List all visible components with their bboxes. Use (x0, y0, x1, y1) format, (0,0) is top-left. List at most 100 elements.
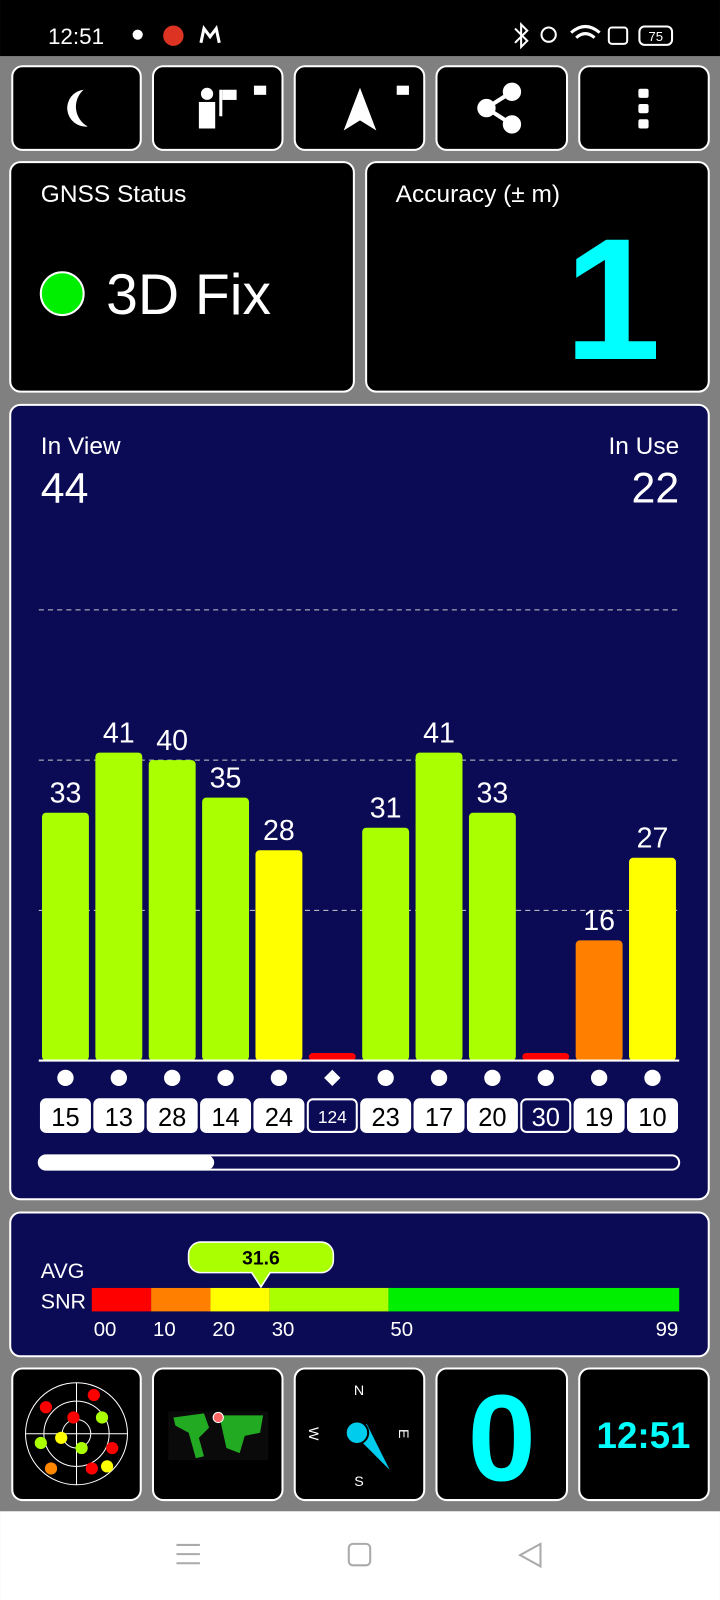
snr-band (91, 1287, 152, 1312)
compass-north: N (354, 1383, 364, 1399)
battery-icon (638, 25, 674, 46)
moon-icon (67, 89, 88, 127)
snr-bar (202, 797, 250, 1061)
arrow-icon (343, 87, 377, 131)
clock-value: 12:51 (597, 1415, 691, 1456)
snr-bar (95, 752, 143, 1061)
satellite-id-box (39, 1098, 91, 1133)
flag-icon (219, 89, 223, 117)
share-button[interactable] (435, 65, 569, 151)
snr-value-label: 35 (210, 762, 242, 794)
nav-home[interactable] (347, 1542, 372, 1567)
counter-tile[interactable] (435, 1367, 569, 1502)
nav-menu[interactable] (176, 1543, 200, 1565)
accuracy-panel (365, 161, 710, 393)
constellation-marker (377, 1069, 394, 1087)
average-pointer (187, 1241, 335, 1289)
snr-bar (468, 812, 516, 1061)
snr-bar (522, 1053, 570, 1061)
gnss-status-title: GNSS Status (41, 181, 187, 208)
constellation-marker (110, 1069, 127, 1087)
counter-value: 0 (468, 1370, 536, 1507)
satellite-id: 15 (51, 1104, 79, 1132)
night-mode-button[interactable] (11, 65, 142, 151)
satellite-id: 28 (158, 1104, 186, 1132)
snr-band (269, 1287, 389, 1312)
wifi-icon (570, 24, 601, 39)
constellation-marker (484, 1069, 501, 1087)
snr-tick-label: 30 (272, 1319, 295, 1341)
constellation-marker (164, 1069, 181, 1087)
satellite-id-box (360, 1098, 412, 1133)
scrollbar-thumb[interactable] (38, 1155, 215, 1170)
snr-value-label: 33 (477, 778, 509, 810)
fix-indicator (39, 271, 85, 317)
snr-bar (255, 850, 303, 1061)
snr-value-label: 40 (156, 725, 188, 757)
bottom-tiles: N S E W 0 12:51 (11, 1367, 710, 1507)
satellite-id-box (627, 1098, 678, 1133)
clock-tile[interactable] (578, 1367, 710, 1502)
snr-value-label: 27 (637, 823, 669, 855)
nav-buttons (176, 1542, 542, 1569)
snr-value-label: 28 (263, 815, 295, 847)
snr-tick-label: 10 (153, 1319, 176, 1341)
satellite-id-box (146, 1098, 198, 1133)
constellation-marker (430, 1069, 448, 1087)
constellation-marker (537, 1069, 554, 1087)
snr-label: SNR (41, 1289, 86, 1313)
snr-bar (629, 857, 676, 1061)
snr-tick-label: 20 (212, 1319, 235, 1341)
skyplot-dots (34, 1388, 119, 1475)
share-icon (477, 82, 522, 134)
compass-needle (344, 1420, 370, 1445)
compass-west: W (305, 1427, 321, 1441)
snr-value-label: 33 (50, 778, 82, 810)
avg-label: AVG (41, 1259, 85, 1283)
satellite-id: 24 (265, 1104, 293, 1132)
app-icon (163, 25, 184, 46)
gps-icon (540, 26, 557, 43)
constellation-marker (270, 1069, 288, 1087)
flag-icon (222, 89, 237, 100)
app-icon (199, 24, 221, 44)
satellite-id: 17 (425, 1104, 453, 1132)
snr-bar (362, 827, 410, 1061)
snr-panel (9, 1211, 710, 1358)
person-icon (200, 87, 214, 100)
bluetooth-icon (514, 22, 529, 50)
toolbar (11, 65, 710, 151)
constellation-marker (57, 1069, 74, 1087)
satellite-id: 124 (318, 1107, 347, 1127)
satellite-id: 14 (211, 1104, 239, 1132)
snr-band (210, 1287, 270, 1312)
satellite-id-box (573, 1098, 625, 1133)
position-marker (212, 1411, 224, 1424)
lock-icon (253, 85, 267, 95)
constellation-marker (590, 1069, 608, 1087)
snr-band (388, 1287, 680, 1312)
menu-icon (638, 88, 649, 129)
satellite-id-box (253, 1098, 305, 1133)
snr-bar (148, 760, 196, 1061)
snr-bar (42, 812, 89, 1061)
satellite-id: 10 (638, 1104, 666, 1132)
snr-bar (415, 752, 463, 1061)
satellite-id: 13 (105, 1104, 133, 1132)
satellite-id: 23 (371, 1104, 399, 1132)
satellite-id-box (466, 1098, 518, 1133)
in-use-value: 22 (632, 465, 680, 513)
satellite-id-box (93, 1098, 145, 1133)
snr-chart: 33 15 41 13 40 28 35 14 28 24 124 31 23 41 17 33 20 30 16 1… (38, 609, 680, 1133)
constellation-marker (217, 1069, 234, 1087)
snr-tick-label: 50 (390, 1319, 413, 1341)
sim-icon (607, 26, 629, 45)
constellation-marker (644, 1069, 661, 1087)
nav-back[interactable] (517, 1542, 542, 1569)
snr-bar (308, 1053, 356, 1061)
tracking-button[interactable] (151, 65, 284, 151)
accuracy-title: Accuracy (± m) (396, 181, 560, 208)
satellite-id-box (200, 1098, 252, 1133)
